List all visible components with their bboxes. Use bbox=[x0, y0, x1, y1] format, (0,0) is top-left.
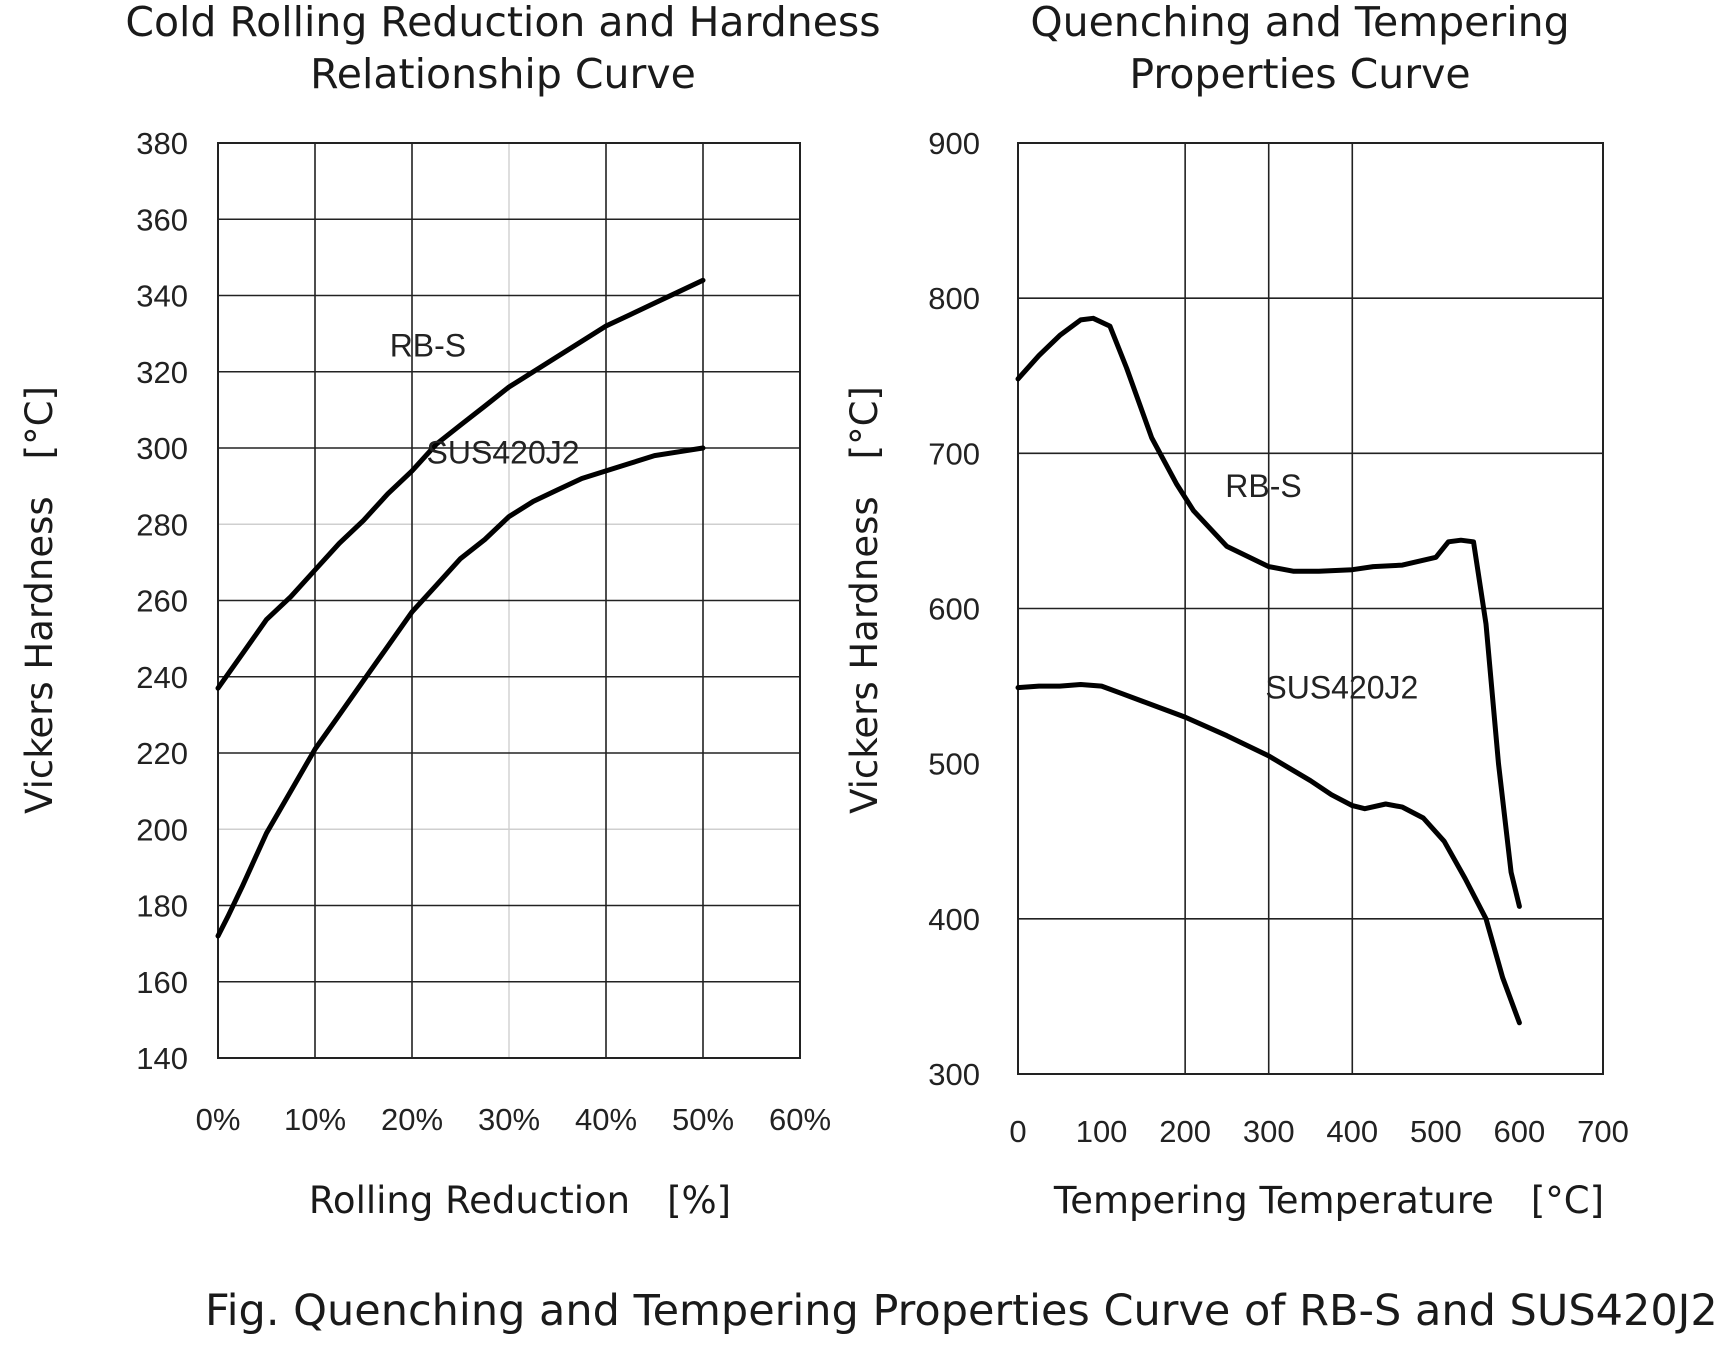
tempering-y-tick-500: 500 bbox=[928, 747, 980, 782]
tempering-x-axis-label: Tempering Temperature [°C] bbox=[1053, 1179, 1604, 1222]
rolling-y-tick-360: 360 bbox=[136, 202, 188, 237]
rolling-plot-frame bbox=[217, 142, 801, 1059]
rolling-y-tick-300: 300 bbox=[136, 431, 188, 466]
rolling-x-tick-40: 40% bbox=[575, 1102, 637, 1137]
rolling-y-tick-380: 380 bbox=[136, 126, 188, 161]
figure-caption: Fig. Quenching and Tempering Properties … bbox=[205, 1286, 1718, 1336]
rolling-x-tick-20: 20% bbox=[381, 1102, 443, 1137]
tempering-title-line-1: Quenching and Tempering bbox=[1030, 0, 1569, 46]
rolling-y-tick-200: 200 bbox=[136, 812, 188, 847]
tempering-title-line-2: Properties Curve bbox=[1129, 50, 1470, 98]
rolling-y-tick-240: 240 bbox=[136, 660, 188, 695]
tempering-plot-frame bbox=[1017, 142, 1604, 1075]
rolling-x-axis-label: Rolling Reduction [%] bbox=[309, 1179, 731, 1222]
tempering-x-tick-700: 700 bbox=[1577, 1114, 1629, 1149]
rolling-series-label-sus420j2: SUS420J2 bbox=[427, 434, 580, 470]
tempering-y-tick-400: 400 bbox=[928, 902, 980, 937]
rolling-x-tick-0: 0% bbox=[196, 1102, 241, 1137]
tempering-y-tick-700: 700 bbox=[928, 436, 980, 471]
rolling-x-tick-50: 50% bbox=[672, 1102, 734, 1137]
rolling-series-label-rbs: RB-S bbox=[390, 328, 466, 364]
cold-rolling-chart: Cold Rolling Reduction and HardnessRelat… bbox=[18, 0, 881, 1222]
tempering-y-tick-300: 300 bbox=[928, 1057, 980, 1092]
rolling-y-tick-280: 280 bbox=[136, 507, 188, 542]
tempering-x-tick-0: 0 bbox=[1009, 1114, 1026, 1149]
tempering-series-label-rbs: RB-S bbox=[1225, 468, 1301, 504]
rolling-y-tick-340: 340 bbox=[136, 279, 188, 314]
tempering-y-tick-800: 800 bbox=[928, 281, 980, 316]
tempering-x-tick-400: 400 bbox=[1326, 1114, 1378, 1149]
rolling-y-tick-160: 160 bbox=[136, 965, 188, 1000]
tempering-y-tick-900: 900 bbox=[928, 126, 980, 161]
tempering-x-tick-100: 100 bbox=[1076, 1114, 1128, 1149]
tempering-x-tick-600: 600 bbox=[1494, 1114, 1546, 1149]
tempering-curve-rbs bbox=[1015, 315, 1522, 909]
rolling-y-tick-220: 220 bbox=[136, 736, 188, 771]
tempering-x-tick-200: 200 bbox=[1159, 1114, 1211, 1149]
rolling-y-tick-320: 320 bbox=[136, 355, 188, 390]
rolling-y-tick-180: 180 bbox=[136, 889, 188, 924]
rolling-x-tick-30: 30% bbox=[478, 1102, 540, 1137]
tempering-x-tick-500: 500 bbox=[1410, 1114, 1462, 1149]
rolling-y-tick-260: 260 bbox=[136, 584, 188, 619]
rolling-x-tick-10: 10% bbox=[284, 1102, 346, 1137]
tempering-y-axis-label: Vickers Hardness [°C] bbox=[843, 386, 886, 814]
tempering-curve-sus420j2 bbox=[1015, 682, 1522, 1026]
rolling-title-line-2: Relationship Curve bbox=[310, 50, 696, 98]
rolling-title-line-1: Cold Rolling Reduction and Hardness bbox=[125, 0, 880, 46]
rolling-y-axis-label: Vickers Hardness [°C] bbox=[18, 386, 61, 814]
tempering-series-label-sus420j2: SUS420J2 bbox=[1265, 669, 1418, 705]
rolling-x-tick-60: 60% bbox=[769, 1102, 831, 1137]
rolling-curve-rbs bbox=[215, 277, 706, 691]
rolling-y-tick-140: 140 bbox=[136, 1041, 188, 1076]
rolling-curve-sus420j2 bbox=[215, 445, 706, 939]
tempering-y-tick-600: 600 bbox=[928, 592, 980, 627]
tempering-x-tick-300: 300 bbox=[1243, 1114, 1295, 1149]
